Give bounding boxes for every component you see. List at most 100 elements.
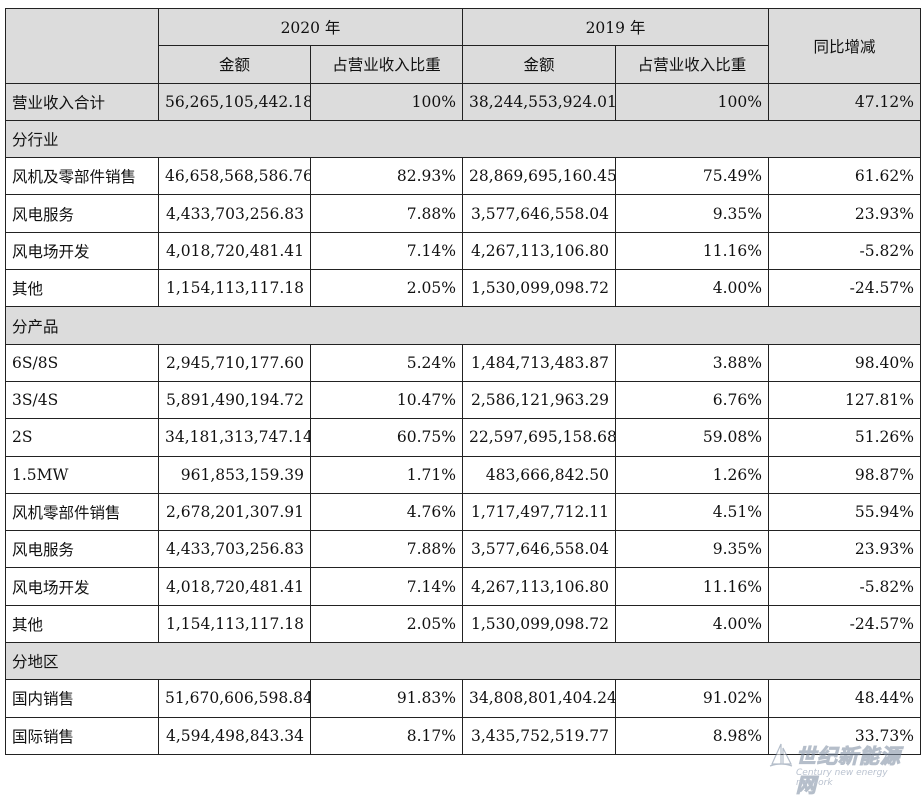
- yoy-change: 61.62%: [768, 157, 921, 196]
- row-label: 其他: [5, 269, 159, 308]
- share-2019: 100%: [615, 82, 769, 121]
- table-row: 2S 34,181,313,747.14 60.75% 22,597,695,158.…: [5, 418, 921, 457]
- share-2020: 100%: [310, 82, 463, 121]
- share-2019: 3.88%: [615, 343, 769, 382]
- row-label: 2S: [5, 418, 159, 457]
- watermark-text: 世纪新能源网: [796, 744, 901, 798]
- share-2019: 1.26%: [615, 455, 769, 494]
- table-row: 风机零部件销售 2,678,201,307.91 4.76% 1,717,497,71…: [5, 492, 921, 532]
- header-share-2020: 占营业收入比重: [310, 45, 463, 84]
- table-row: 风机及零部件销售 46,658,568,586.76 82.93% 28,869,69…: [5, 157, 921, 196]
- share-2020: 91.83%: [310, 679, 463, 718]
- section-title: 分产品: [5, 306, 921, 345]
- row-label: 1.5MW: [5, 455, 159, 494]
- row-label: 风机及零部件销售: [5, 157, 159, 196]
- row-label: 风电场开发: [5, 567, 159, 606]
- amount-2020: 56,265,105,442.18: [158, 82, 311, 121]
- section-title: 分地区: [5, 642, 921, 681]
- share-2019: 9.35%: [615, 194, 769, 233]
- amount-2019: 1,530,099,098.72: [462, 604, 616, 644]
- amount-2019: 2,586,121,963.29: [462, 380, 616, 420]
- table-row: 1.5MW 961,853,159.39 1.71% 483,666,842.50 1.…: [5, 455, 921, 494]
- share-2019: 75.49%: [615, 157, 769, 196]
- share-2020: 8.17%: [310, 716, 463, 755]
- yoy-change: 98.87%: [768, 455, 921, 494]
- table-row: 其他 1,154,113,117.18 2.05% 1,530,099,098.72 4…: [5, 269, 921, 308]
- section-row-product: 分产品: [5, 306, 921, 345]
- amount-2020: 2,945,710,177.60: [158, 343, 311, 382]
- yoy-change: 98.40%: [768, 343, 921, 382]
- section-row-region: 分地区: [5, 642, 921, 681]
- amount-2020: 4,018,720,481.41: [158, 231, 311, 271]
- amount-2020: 4,433,703,256.83: [158, 530, 311, 569]
- share-2020: 2.05%: [310, 269, 463, 308]
- yoy-change: 47.12%: [768, 82, 921, 121]
- share-2020: 7.88%: [310, 194, 463, 233]
- amount-2019: 483,666,842.50: [462, 455, 616, 494]
- yoy-change: -24.57%: [768, 269, 921, 308]
- share-2019: 4.00%: [615, 269, 769, 308]
- share-2020: 10.47%: [310, 380, 463, 420]
- row-label: 风电场开发: [5, 231, 159, 271]
- table-row: 风电服务 4,433,703,256.83 7.88% 3,577,646,558.0…: [5, 194, 921, 233]
- share-2020: 60.75%: [310, 418, 463, 457]
- row-label: 其他: [5, 604, 159, 644]
- share-2019: 59.08%: [615, 418, 769, 457]
- yoy-change: 55.94%: [768, 492, 921, 532]
- share-2019: 4.51%: [615, 492, 769, 532]
- amount-2019: 4,267,113,106.80: [462, 231, 616, 271]
- yoy-change: 51.26%: [768, 418, 921, 457]
- share-2020: 82.93%: [310, 157, 463, 196]
- share-2020: 7.88%: [310, 530, 463, 569]
- amount-2020: 46,658,568,586.76: [158, 157, 311, 196]
- share-2020: 7.14%: [310, 567, 463, 606]
- row-label: 6S/8S: [5, 343, 159, 382]
- share-2020: 2.05%: [310, 604, 463, 644]
- amount-2019: 28,869,695,160.45: [462, 157, 616, 196]
- share-2019: 91.02%: [615, 679, 769, 718]
- row-label: 风机零部件销售: [5, 492, 159, 532]
- table-row: 风电服务 4,433,703,256.83 7.88% 3,577,646,558.0…: [5, 530, 921, 569]
- amount-2019: 1,484,713,483.87: [462, 343, 616, 382]
- yoy-change: -24.57%: [768, 604, 921, 644]
- amount-2019: 1,530,099,098.72: [462, 269, 616, 308]
- yoy-change: 23.93%: [768, 530, 921, 569]
- share-2020: 5.24%: [310, 343, 463, 382]
- amount-2020: 1,154,113,117.18: [158, 269, 311, 308]
- amount-2020: 51,670,606,598.84: [158, 679, 311, 718]
- amount-2020: 4,018,720,481.41: [158, 567, 311, 606]
- amount-2019: 3,577,646,558.04: [462, 194, 616, 233]
- header-amount-2020: 金额: [158, 45, 311, 84]
- row-label: 3S/4S: [5, 380, 159, 420]
- amount-2020: 5,891,490,194.72: [158, 380, 311, 420]
- amount-2019: 4,267,113,106.80: [462, 567, 616, 606]
- watermark: 世纪新能源网 Century new energy network: [768, 738, 918, 798]
- section-title: 分行业: [5, 119, 921, 159]
- amount-2020: 34,181,313,747.14: [158, 418, 311, 457]
- amount-2020: 2,678,201,307.91: [158, 492, 311, 532]
- header-year-2019: 2019 年: [462, 7, 769, 47]
- amount-2019: 22,597,695,158.68: [462, 418, 616, 457]
- table-row: 国际销售 4,594,498,843.34 8.17% 3,435,752,519.7…: [5, 716, 921, 755]
- row-label: 风电服务: [5, 530, 159, 569]
- share-2020: 7.14%: [310, 231, 463, 271]
- table-row: 风电场开发 4,018,720,481.41 7.14% 4,267,113,106.…: [5, 567, 921, 606]
- row-label: 国际销售: [5, 716, 159, 755]
- share-2020: 1.71%: [310, 455, 463, 494]
- amount-2019: 3,435,752,519.77: [462, 716, 616, 755]
- header-share-2019: 占营业收入比重: [615, 45, 769, 84]
- header-yoy: 同比增减: [768, 8, 921, 84]
- yoy-change: 127.81%: [768, 380, 921, 420]
- share-2020: 4.76%: [310, 492, 463, 532]
- total-row: 营业收入合计 56,265,105,442.18 100% 38,244,553…: [5, 82, 921, 121]
- table-row: 6S/8S 2,945,710,177.60 5.24% 1,484,713,483.…: [5, 343, 921, 382]
- section-row-industry: 分行业: [5, 119, 921, 159]
- share-2019: 4.00%: [615, 604, 769, 644]
- watermark-subtitle: Century new energy network: [796, 768, 888, 788]
- amount-2020: 1,154,113,117.18: [158, 604, 311, 644]
- table-row: 风电场开发 4,018,720,481.41 7.14% 4,267,113,106.…: [5, 231, 921, 271]
- yoy-change: 48.44%: [768, 679, 921, 718]
- sail-logo-icon: [769, 743, 793, 767]
- amount-2020: 961,853,159.39: [158, 455, 311, 494]
- amount-2019: 3,577,646,558.04: [462, 530, 616, 569]
